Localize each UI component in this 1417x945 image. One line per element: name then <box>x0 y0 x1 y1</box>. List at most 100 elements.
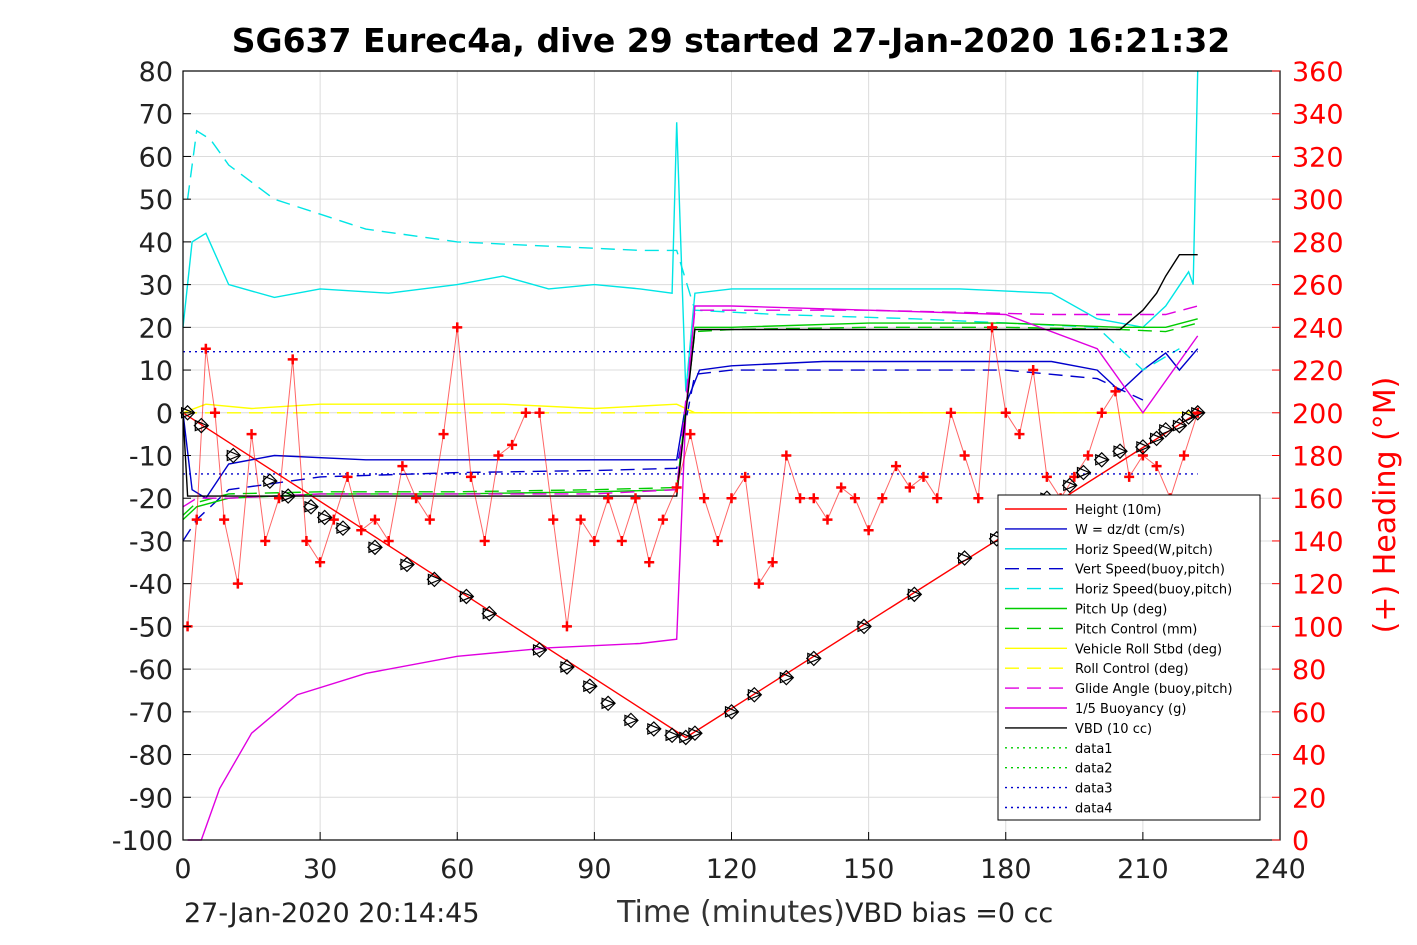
y2-tick-label: 280 <box>1292 228 1344 259</box>
glider-marker <box>481 605 498 622</box>
heading-marker <box>438 429 449 440</box>
y2-tick-label: 300 <box>1292 185 1344 216</box>
heading-marker <box>973 493 984 504</box>
y2-axis-label: (+) Heading (°M) <box>1368 377 1403 634</box>
legend-label: Horiz Speed(buoy,pitch) <box>1075 583 1232 598</box>
footer-timestamp: 27-Jan-2020 20:14:45 <box>184 898 480 929</box>
heading-marker <box>465 471 476 482</box>
glider-marker <box>399 556 415 573</box>
y-tick-label: -100 <box>112 826 173 857</box>
glider-marker <box>193 417 210 434</box>
legend-label: VBD (10 cc) <box>1075 722 1152 737</box>
heading-marker <box>209 407 220 418</box>
y-tick-label: -60 <box>129 655 173 686</box>
heading-marker <box>671 482 682 493</box>
glider-marker <box>956 550 973 566</box>
heading-marker <box>1110 386 1121 397</box>
heading-marker <box>822 514 833 525</box>
heading-marker <box>1041 471 1052 482</box>
glider-marker <box>687 725 703 742</box>
glider-marker <box>1112 443 1128 460</box>
glider-marker <box>645 721 662 737</box>
series-line-horiz-speed-w-pitch- <box>182 70 1199 392</box>
y2-tick-label: 100 <box>1292 612 1344 643</box>
heading-marker <box>959 450 970 461</box>
y-tick-label: -40 <box>129 570 173 601</box>
heading-marker <box>781 450 792 461</box>
series-line-vehicle-roll-stbd-deg- <box>182 403 1198 414</box>
y-tick-label: 10 <box>139 356 173 387</box>
heading-marker <box>616 535 627 546</box>
heading-marker <box>575 514 586 525</box>
y2-tick-label: 180 <box>1292 442 1344 473</box>
glider-marker <box>581 678 598 695</box>
x-tick-label: 60 <box>440 854 474 885</box>
x-axis-label: Time (minutes) <box>616 895 845 930</box>
y2-tick-label: 200 <box>1292 399 1344 430</box>
heading-marker <box>534 407 545 418</box>
heading-marker <box>932 493 943 504</box>
glider-marker <box>1075 464 1092 481</box>
heading-marker <box>987 322 998 333</box>
series-line-vert-speed-buoy-pitch- <box>182 369 1144 542</box>
heading-marker <box>260 535 271 546</box>
glider-marker <box>1135 439 1151 455</box>
heading-marker <box>369 514 380 525</box>
heading-marker <box>918 471 929 482</box>
glider-marker <box>225 447 242 464</box>
legend-label: data2 <box>1075 762 1113 777</box>
y2-tick-label: 240 <box>1292 313 1344 344</box>
heading-marker <box>328 514 339 525</box>
glider-marker <box>1171 417 1188 434</box>
heading-marker <box>1179 450 1190 461</box>
legend-label: Vert Speed(buoy,pitch) <box>1075 563 1225 578</box>
x-tick-label: 120 <box>706 854 758 885</box>
heading-marker <box>315 557 326 568</box>
glider-marker <box>261 473 278 489</box>
y-tick-label: -50 <box>129 612 173 643</box>
glider-marker <box>1157 422 1174 438</box>
y-tick-label: -20 <box>129 484 173 515</box>
glider-marker <box>1093 451 1110 468</box>
y2-tick-label: 320 <box>1292 142 1344 173</box>
x-tick-label: 240 <box>1254 854 1306 885</box>
heading-marker <box>795 493 806 504</box>
glider-marker <box>805 650 822 667</box>
heading-marker <box>479 535 490 546</box>
y-tick-label: -30 <box>129 527 173 558</box>
glider-marker <box>856 618 872 635</box>
x-tick-label: 210 <box>1117 854 1169 885</box>
heading-marker <box>849 493 860 504</box>
y-tick-label: -80 <box>129 741 173 772</box>
heading-marker <box>493 450 504 461</box>
heading-marker <box>644 557 655 568</box>
heading-marker <box>657 514 668 525</box>
glider-marker <box>367 539 383 556</box>
heading-trace <box>187 327 1199 627</box>
glider-marker <box>746 686 763 703</box>
glider-marker <box>303 498 319 515</box>
heading-marker <box>342 471 353 482</box>
glider-marker <box>623 712 639 729</box>
series-line-1-5-buoyancy-g- <box>187 305 1199 841</box>
heading-marker <box>520 407 531 418</box>
heading-marker <box>1096 407 1107 418</box>
y2-tick-label: 60 <box>1292 698 1326 729</box>
y-tick-label: 70 <box>139 100 173 131</box>
glider-marker <box>458 588 475 605</box>
heading-marker <box>685 429 696 440</box>
glider-marker <box>723 703 740 720</box>
heading-marker <box>836 482 847 493</box>
heading-marker <box>808 493 819 504</box>
glider-marker <box>1189 404 1206 421</box>
heading-marker <box>1014 429 1025 440</box>
legend-label: 1/5 Buoyancy (g) <box>1075 702 1186 717</box>
chart-title: SG637 Eurec4a, dive 29 started 27-Jan-20… <box>232 21 1231 60</box>
heading-marker <box>507 439 518 450</box>
heading-marker <box>877 493 888 504</box>
y-axis-ticks: 80 70 60 50 40 30 20 10 0 -10 -20 -30 -40 -50 -60 -70 -8… <box>112 57 191 857</box>
heading-marker <box>424 514 435 525</box>
y-tick-label: 80 <box>139 57 173 88</box>
heading-marker <box>383 535 394 546</box>
